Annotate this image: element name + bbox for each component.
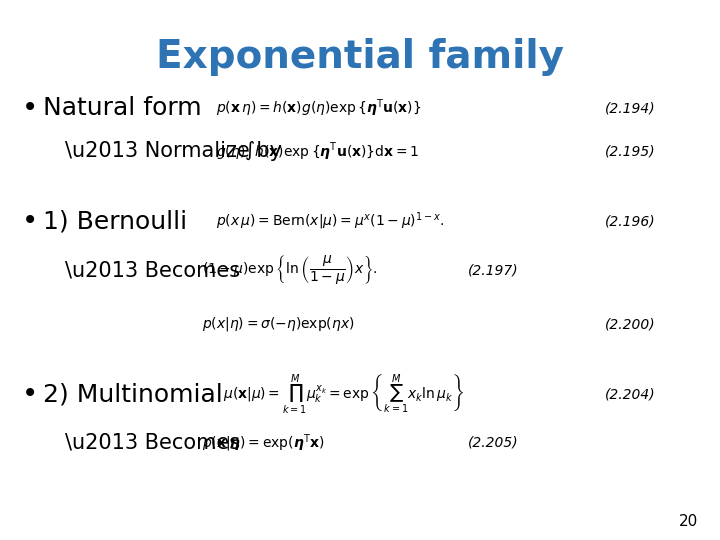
Text: •: •	[22, 94, 38, 122]
Text: $\mu(\mathbf{x}|\mu) = \prod_{k=1}^{M}\mu_k^{x_k} = \exp\left\{\sum_{k=1}^{M}x_k: $\mu(\mathbf{x}|\mu) = \prod_{k=1}^{M}\m…	[223, 372, 464, 416]
Text: •: •	[22, 380, 38, 408]
Text: $g(\eta)\int h(\mathbf{x})\exp\left\{\boldsymbol{\eta}^\mathrm{T}\mathbf{u}(\mat: $g(\eta)\int h(\mathbf{x})\exp\left\{\bo…	[216, 140, 419, 163]
Text: (2.204): (2.204)	[605, 387, 655, 401]
Text: (2.200): (2.200)	[605, 317, 655, 331]
Text: $p(x|\eta) = \sigma(-\eta)\exp(\eta x)$: $p(x|\eta) = \sigma(-\eta)\exp(\eta x)$	[202, 315, 354, 333]
Text: \u2013 Becomes: \u2013 Becomes	[65, 260, 240, 280]
Text: 1) Bernoulli: 1) Bernoulli	[43, 210, 187, 233]
Text: $(1-\mu)\exp\left\{\ln\left(\dfrac{\mu}{1-\mu}\right)x\right\}.$: $(1-\mu)\exp\left\{\ln\left(\dfrac{\mu}{…	[202, 253, 377, 287]
Text: (2.205): (2.205)	[468, 436, 518, 450]
Text: (2.194): (2.194)	[605, 101, 655, 115]
Text: 20: 20	[679, 514, 698, 529]
Text: •: •	[22, 207, 38, 235]
Text: Exponential family: Exponential family	[156, 38, 564, 76]
Text: 2) Multinomial: 2) Multinomial	[43, 382, 223, 406]
Text: (2.195): (2.195)	[605, 144, 655, 158]
Text: \u2013 Normalize by: \u2013 Normalize by	[65, 141, 282, 161]
Text: $p(\mathbf{x}|\boldsymbol{\eta}) = \exp(\boldsymbol{\eta}^\mathrm{T}\mathbf{x})$: $p(\mathbf{x}|\boldsymbol{\eta}) = \exp(…	[202, 432, 324, 454]
Text: (2.196): (2.196)	[605, 214, 655, 228]
Text: (2.197): (2.197)	[468, 263, 518, 277]
Text: \u2013 Becomes: \u2013 Becomes	[65, 433, 240, 453]
Text: Natural form: Natural form	[43, 96, 202, 120]
Text: $p(\mathbf{x}\,\eta) = h(\mathbf{x})g(\eta)\exp\left\{\boldsymbol{\eta}^\mathrm{: $p(\mathbf{x}\,\eta) = h(\mathbf{x})g(\e…	[216, 97, 421, 119]
Text: $p(x\,\mu) = \mathrm{Bern}(x|\mu) = \mu^x(1-\mu)^{1-x}.$: $p(x\,\mu) = \mathrm{Bern}(x|\mu) = \mu^…	[216, 211, 444, 232]
